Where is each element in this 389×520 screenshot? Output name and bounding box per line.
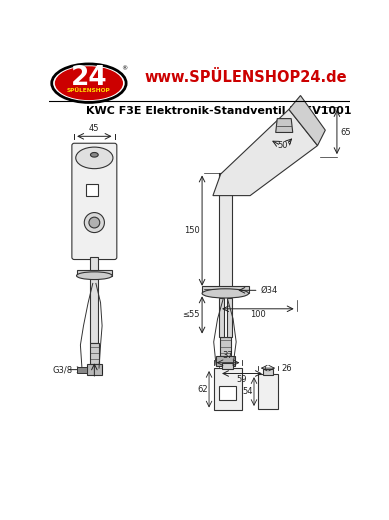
Ellipse shape <box>91 152 98 157</box>
Bar <box>219 298 224 336</box>
Text: www.SPÜLENSHOP24.de: www.SPÜLENSHOP24.de <box>145 70 347 85</box>
Text: 100: 100 <box>250 310 266 319</box>
Bar <box>77 367 87 373</box>
Ellipse shape <box>202 289 249 298</box>
Ellipse shape <box>77 272 112 280</box>
Bar <box>222 363 233 369</box>
Text: Ø34: Ø34 <box>260 286 277 295</box>
Polygon shape <box>289 96 325 146</box>
Text: SPÜLENSHOP: SPÜLENSHOP <box>67 87 111 93</box>
Text: ®: ® <box>121 66 128 71</box>
Text: 59: 59 <box>237 375 247 384</box>
Bar <box>227 298 231 336</box>
Bar <box>86 184 98 197</box>
Bar <box>216 356 235 366</box>
Bar <box>91 257 98 271</box>
Circle shape <box>89 217 100 228</box>
Bar <box>263 369 273 375</box>
Bar <box>214 368 242 410</box>
Text: 150: 150 <box>184 226 200 235</box>
Circle shape <box>84 213 104 232</box>
Text: ≤55: ≤55 <box>182 310 200 319</box>
Text: 45: 45 <box>89 124 100 133</box>
Polygon shape <box>213 109 317 196</box>
Text: 26: 26 <box>281 363 292 373</box>
Ellipse shape <box>52 64 126 102</box>
Bar <box>220 336 231 356</box>
Ellipse shape <box>55 66 123 100</box>
Bar <box>258 374 278 409</box>
Text: 50°: 50° <box>278 141 292 150</box>
Text: KWC F3E Elektronik-Standventil F3EV1001: KWC F3E Elektronik-Standventil F3EV1001 <box>86 106 352 116</box>
Bar <box>219 173 231 293</box>
Text: 62: 62 <box>197 385 207 394</box>
Bar <box>202 287 249 293</box>
FancyBboxPatch shape <box>72 143 117 259</box>
Ellipse shape <box>76 147 113 168</box>
Text: 24: 24 <box>71 65 107 91</box>
Text: 65: 65 <box>340 127 350 137</box>
Text: 54: 54 <box>242 387 252 396</box>
Bar <box>91 277 98 343</box>
Text: 37: 37 <box>223 350 233 360</box>
Text: G3/8: G3/8 <box>53 365 73 374</box>
Bar <box>87 364 102 375</box>
Bar <box>90 343 99 364</box>
Polygon shape <box>276 119 293 133</box>
Bar <box>77 269 112 276</box>
Bar <box>219 386 236 400</box>
